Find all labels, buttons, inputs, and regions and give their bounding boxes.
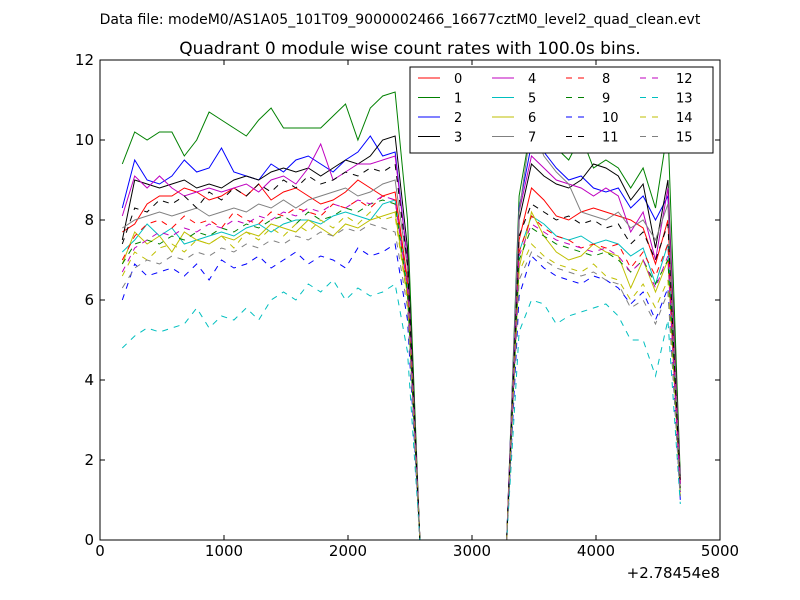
plot-frame: [99, 59, 721, 541]
legend-label-7: 7: [528, 131, 536, 146]
series-line-3: [121, 135, 681, 541]
y-tick-label: 0: [84, 531, 94, 549]
y-tick-label: 8: [84, 211, 94, 229]
x-tick-label: 5000: [701, 542, 739, 560]
legend-label-12: 12: [676, 72, 693, 87]
series-line-11: [121, 163, 681, 541]
legend-label-3: 3: [454, 131, 462, 146]
legend-label-14: 14: [676, 111, 693, 126]
series-line-9: [121, 199, 681, 541]
series-line-0: [122, 179, 681, 541]
legend-frame: [409, 66, 714, 154]
x-tick-label: 2000: [329, 542, 367, 560]
legend-label-4: 4: [528, 72, 536, 87]
x-tick-label: 1000: [205, 542, 243, 560]
legend-label-10: 10: [602, 111, 619, 126]
y-tick-label: 4: [84, 371, 94, 389]
y-tick-label: 6: [84, 291, 94, 309]
legend-label-13: 13: [676, 92, 693, 107]
series-line-7: [122, 122, 681, 541]
x-offset-label: +2.78454e8: [627, 564, 720, 582]
plot-lines: [121, 91, 681, 541]
series-line-12: [121, 195, 681, 541]
y-tick-label: 12: [75, 51, 94, 69]
figure-suptitle: Data file: modeM0/AS1A05_101T09_90000024…: [100, 12, 701, 28]
x-tick-label: 4000: [577, 542, 615, 560]
legend-label-9: 9: [602, 92, 610, 107]
legend-label-0: 0: [454, 72, 462, 87]
legend-label-11: 11: [602, 131, 619, 146]
legend-label-6: 6: [528, 111, 536, 126]
series-line-13: [121, 279, 681, 541]
series-line-10: [121, 243, 681, 541]
legend-label-2: 2: [454, 111, 462, 126]
series-line-4: [121, 142, 681, 541]
series-line-8: [121, 195, 681, 541]
x-tick-label: 0: [95, 542, 105, 560]
chart-title: Quadrant 0 module wise count rates with …: [179, 39, 640, 59]
legend-label-15: 15: [676, 131, 693, 146]
x-tick-label: 3000: [453, 542, 491, 560]
legend-label-8: 8: [602, 72, 610, 87]
y-tick-label: 2: [84, 451, 94, 469]
legend-label-5: 5: [528, 92, 536, 107]
series-line-14: [121, 211, 681, 541]
legend-label-1: 1: [454, 92, 462, 107]
y-tick-label: 10: [75, 131, 94, 149]
series-line-15: [121, 223, 681, 541]
